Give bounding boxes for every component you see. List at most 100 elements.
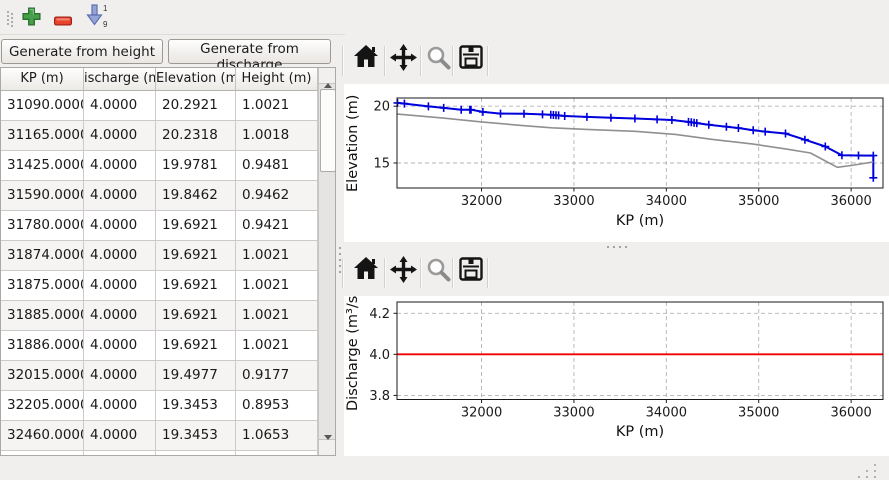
table-cell[interactable]: 19.6921	[156, 271, 236, 301]
svg-text:4.2: 4.2	[369, 307, 390, 322]
table-cell[interactable]	[1, 451, 84, 455]
remove-row-button[interactable]	[51, 9, 75, 33]
column-header[interactable]: ischarge (m³/	[84, 68, 156, 91]
scroll-up-button[interactable]	[319, 68, 335, 88]
table-cell[interactable]: 4.0000	[84, 391, 156, 421]
discharge-plot-canvas[interactable]: 32000 33000 34000 35000 36000 3.8 4.0 4.2	[344, 296, 889, 456]
table-cell[interactable]	[84, 451, 156, 455]
table-cell[interactable]: 0.9481	[236, 151, 318, 181]
separator	[420, 46, 422, 76]
save-button[interactable]	[456, 255, 486, 285]
table-cell[interactable]: 1.0018	[236, 121, 318, 151]
table-cell[interactable]: 31780.0000	[1, 211, 84, 241]
table-cell[interactable]: 32460.0000	[1, 421, 84, 451]
table-cell[interactable]: 4.0000	[84, 421, 156, 451]
table-cell[interactable]: 1.0021	[236, 331, 318, 361]
table-cell[interactable]: 4.0000	[84, 271, 156, 301]
table-cell[interactable]: 19.8462	[156, 181, 236, 211]
table-cell[interactable]: 31165.0000	[1, 121, 84, 151]
horizontal-splitter[interactable]	[344, 243, 889, 250]
pan-button[interactable]	[388, 43, 418, 73]
home-button[interactable]	[351, 43, 381, 73]
table-cell[interactable]: 31590.0000	[1, 181, 84, 211]
table-cell[interactable]: 19.4977	[156, 361, 236, 391]
table-cell[interactable]: 19.6921	[156, 301, 236, 331]
pan-button[interactable]	[388, 255, 418, 285]
table-cell[interactable]: 0.9462	[236, 181, 318, 211]
table-cell[interactable]: 20.2318	[156, 121, 236, 151]
table-cell[interactable]: 31425.0000	[1, 151, 84, 181]
elevation-plot-canvas[interactable]: 32000 33000 34000 35000 36000 15 20	[344, 84, 889, 242]
table-cell[interactable]: 4.0000	[84, 121, 156, 151]
table-cell[interactable]: 4.0000	[84, 331, 156, 361]
svg-text:36000: 36000	[830, 406, 871, 421]
column-header[interactable]: Elevation (m)	[156, 68, 236, 91]
table-cell[interactable]: 20.2921	[156, 91, 236, 121]
table-cell[interactable]: 19.6921	[156, 211, 236, 241]
table-cell[interactable]: 32015.0000	[1, 361, 84, 391]
toolbar-drag-handle[interactable]	[7, 11, 9, 13]
table-cell[interactable]: 31885.0000	[1, 301, 84, 331]
table-cell[interactable]: 1.0021	[236, 301, 318, 331]
table-cell[interactable]: 31886.0000	[1, 331, 84, 361]
table-cell[interactable]: 4.0000	[84, 181, 156, 211]
generate-from-discharge-button[interactable]: Generate from discharge	[168, 39, 331, 73]
table-cell[interactable]: 4.0000	[84, 151, 156, 181]
zoom-button[interactable]	[424, 256, 454, 286]
scrollbar-thumb[interactable]	[320, 89, 335, 172]
home-button[interactable]	[351, 255, 381, 285]
table-cell[interactable]: 19.6921	[156, 241, 236, 271]
table-cell[interactable]: 4.0000	[84, 241, 156, 271]
table-row: 31780.0000 4.0000 19.6921 0.9421	[1, 211, 318, 241]
separator	[384, 46, 386, 76]
discharge-figure[interactable]: 32000 33000 34000 35000 36000 3.8 4.0 4.2 Disch…	[344, 296, 889, 456]
separator	[420, 258, 422, 288]
table-body: 31090.0000 4.0000 20.2921 1.0021 31165.0000 4…	[1, 91, 318, 455]
column-header[interactable]: Height (m)	[236, 68, 318, 91]
table-cell[interactable]: 32205.0000	[1, 391, 84, 421]
table-cell[interactable]: 31090.0000	[1, 91, 84, 121]
elevation-figure[interactable]: 32000 33000 34000 35000 36000 15 20 Elevation …	[344, 84, 889, 242]
elevation-x-axis-label: KP (m)	[615, 213, 665, 229]
separator	[487, 46, 489, 76]
vertical-splitter[interactable]	[336, 0, 344, 480]
table-cell[interactable]: 4.0000	[84, 91, 156, 121]
table-cell[interactable]: 31874.0000	[1, 241, 84, 271]
vertical-scrollbar[interactable]	[318, 68, 335, 455]
table-cell[interactable]: 19.3453	[156, 391, 236, 421]
table-cell[interactable]	[236, 451, 318, 455]
home-icon	[354, 257, 378, 279]
separator	[384, 258, 386, 288]
pan-icon	[389, 44, 417, 71]
svg-text:34000: 34000	[646, 406, 687, 421]
save-button[interactable]	[456, 43, 486, 73]
save-icon	[459, 45, 483, 69]
table-cell[interactable]: 1.0021	[236, 241, 318, 271]
table-cell[interactable]: 4.0000	[84, 301, 156, 331]
window-resize-grip[interactable]	[850, 458, 889, 480]
table-cell[interactable]: 0.9421	[236, 211, 318, 241]
table-cell[interactable]: 31875.0000	[1, 271, 84, 301]
svg-text:4.0: 4.0	[369, 348, 390, 363]
table-cell[interactable]: 19.6921	[156, 331, 236, 361]
table-row: 31590.0000 4.0000 19.8462 0.9462	[1, 181, 318, 211]
table-cell[interactable]: 1.0021	[236, 271, 318, 301]
table-cell[interactable]: 1.0653	[236, 421, 318, 451]
table-cell[interactable]: 0.8953	[236, 391, 318, 421]
table-cell[interactable]: 0.9177	[236, 361, 318, 391]
table-header-row: KP (m)ischarge (m³/Elevation (m)Height (…	[1, 68, 318, 91]
sort-rows-button[interactable]: 1 9	[84, 4, 108, 29]
zoom-button[interactable]	[424, 44, 454, 74]
table-cell[interactable]: 4.0000	[84, 211, 156, 241]
generate-from-height-button[interactable]: Generate from height	[1, 39, 163, 64]
table-cell[interactable]: 19.3453	[156, 421, 236, 451]
table-cell[interactable]: 4.0000	[84, 361, 156, 391]
table-row: 31165.0000 4.0000 20.2318 1.0018	[1, 121, 318, 151]
table-cell[interactable]	[156, 451, 236, 455]
column-header[interactable]: KP (m)	[1, 68, 84, 91]
add-row-button[interactable]	[19, 6, 43, 30]
table-cell[interactable]: 1.0021	[236, 91, 318, 121]
table-cell[interactable]: 19.9781	[156, 151, 236, 181]
scroll-down-button[interactable]	[319, 435, 335, 455]
